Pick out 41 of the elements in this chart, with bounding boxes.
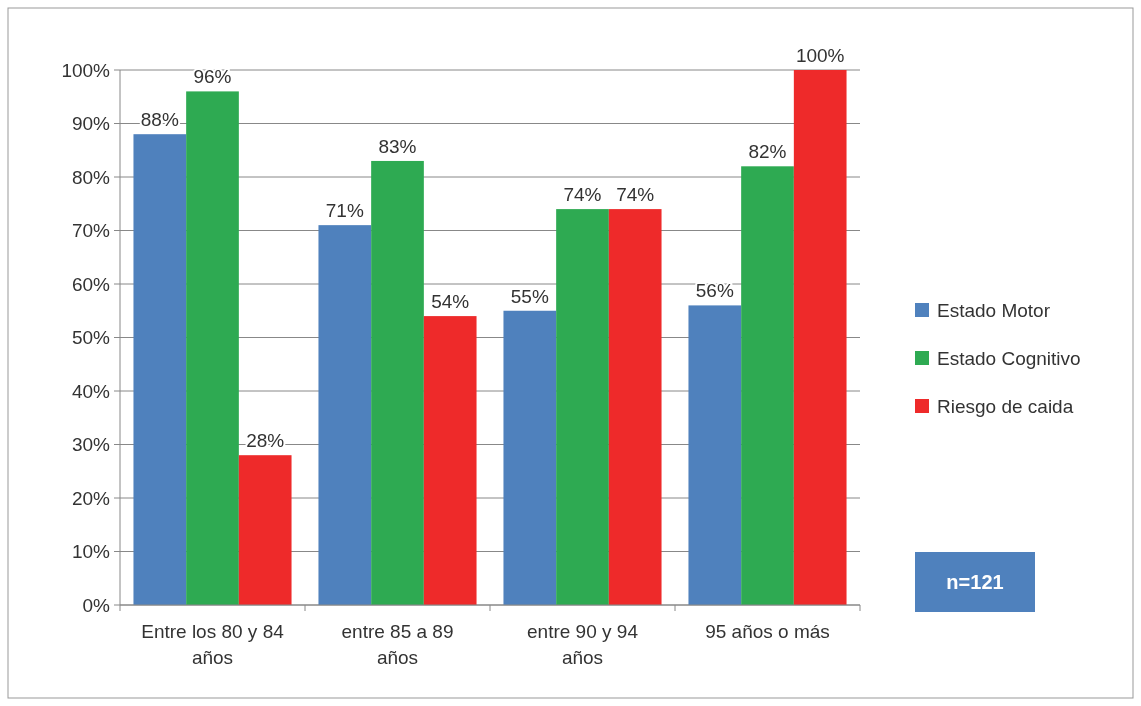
y-tick-label: 20% (71, 487, 111, 509)
data-label: 74% (616, 184, 655, 206)
y-tick-label: 80% (71, 166, 111, 188)
bar (238, 455, 292, 605)
data-label: 54% (431, 291, 470, 313)
data-label: 82% (748, 141, 787, 163)
y-tick-label: 70% (71, 220, 111, 242)
data-label: 56% (695, 280, 734, 302)
data-label: 74% (563, 184, 602, 206)
data-label: 55% (510, 285, 549, 307)
legend-label: Estado Motor (937, 299, 1051, 321)
x-tick-label: entre 90 y 94 años (527, 621, 639, 668)
data-label: 83% (378, 135, 417, 157)
x-tick-label: 95 años o más (705, 621, 830, 642)
y-tick-label: 60% (71, 273, 111, 295)
bar (318, 225, 372, 605)
bar (741, 166, 794, 605)
y-tick-label: 100% (61, 59, 111, 81)
legend-label: Riesgo de caida (937, 395, 1074, 417)
legend-label: Estado Cognitivo (937, 347, 1081, 369)
y-tick-label: 30% (71, 434, 111, 456)
x-tick-label: entre 85 a 89 años (341, 621, 454, 668)
y-tick-label: 90% (71, 113, 111, 135)
bar (186, 91, 239, 605)
bar (371, 160, 424, 605)
bar (688, 305, 742, 605)
y-tick-label: 40% (71, 380, 111, 402)
y-tick-label: 50% (71, 327, 111, 349)
data-label: 100% (795, 45, 845, 66)
data-label: 96% (193, 66, 232, 88)
bar (503, 310, 557, 605)
y-tick-label: 10% (71, 541, 111, 563)
data-label: 71% (325, 200, 364, 222)
bar (423, 316, 477, 605)
text: n=121 (946, 571, 1004, 593)
y-tick-label: 0% (82, 594, 111, 616)
x-tick-label: Entre los 80 y 84 años (141, 621, 285, 668)
bar (608, 209, 662, 605)
bar (133, 134, 187, 605)
bar (556, 209, 609, 605)
bar (793, 70, 847, 605)
